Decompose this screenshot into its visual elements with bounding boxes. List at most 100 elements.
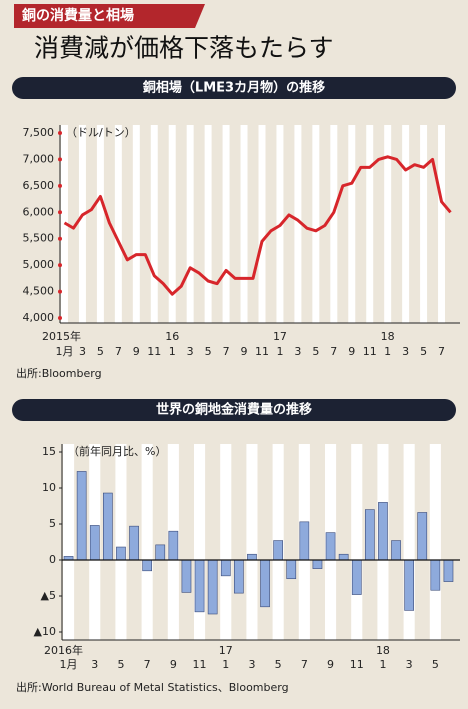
tick-mark bbox=[58, 236, 62, 241]
y-tick-label: 6,000 bbox=[23, 205, 55, 218]
stripe bbox=[132, 125, 140, 323]
section-title: 世界の銅地金消費量の推移 bbox=[156, 402, 312, 418]
year-label: 2016年 bbox=[44, 643, 83, 657]
stripe bbox=[258, 125, 266, 323]
stripe bbox=[429, 444, 441, 640]
x-tick-label: 7 bbox=[438, 345, 445, 358]
tick-mark bbox=[58, 289, 62, 294]
bar bbox=[260, 559, 270, 608]
x-tick-label: 5 bbox=[312, 345, 319, 358]
bar bbox=[391, 540, 401, 561]
x-tick-label: 5 bbox=[205, 345, 212, 358]
bar bbox=[103, 492, 113, 561]
stripe bbox=[220, 444, 232, 640]
bar bbox=[155, 544, 166, 561]
tick-mark bbox=[58, 210, 62, 215]
year-label: 18 bbox=[376, 644, 390, 657]
stripe bbox=[246, 444, 258, 640]
x-tick-label: 3 bbox=[294, 345, 301, 358]
bar bbox=[142, 559, 153, 572]
x-tick-label: 1 bbox=[379, 658, 386, 671]
tick-mark bbox=[58, 263, 62, 268]
y-tick-label: ▲5 bbox=[41, 589, 56, 602]
tick-mark bbox=[58, 131, 62, 135]
bar bbox=[286, 559, 297, 580]
y-tick-label: 4,000 bbox=[23, 311, 55, 324]
y-tick-label: 5,500 bbox=[23, 232, 55, 245]
x-tick-label: 7 bbox=[330, 345, 337, 358]
y-tick-label: 7,000 bbox=[23, 152, 55, 165]
x-tick-label: 7 bbox=[223, 345, 230, 358]
stripe bbox=[150, 125, 158, 323]
x-tick-label: 9 bbox=[327, 658, 334, 671]
x-tick-label: 9 bbox=[241, 345, 248, 358]
x-tick-label: 5 bbox=[97, 345, 104, 358]
stripe bbox=[312, 125, 320, 323]
x-tick-label: 1月 bbox=[60, 658, 78, 671]
stripe bbox=[348, 125, 356, 323]
stripe bbox=[168, 125, 176, 323]
x-tick-label: 1月 bbox=[55, 345, 73, 358]
x-tick-label: 3 bbox=[187, 345, 194, 358]
tick-mark bbox=[58, 316, 62, 320]
tag-box bbox=[14, 4, 205, 28]
stripe bbox=[240, 125, 248, 323]
x-tick-label: 11 bbox=[147, 345, 161, 358]
bar bbox=[430, 559, 441, 591]
x-tick-label: 3 bbox=[79, 345, 86, 358]
bar bbox=[129, 525, 139, 561]
bar bbox=[194, 559, 205, 613]
y-tick-label: 0 bbox=[49, 553, 56, 566]
bar bbox=[404, 559, 415, 611]
bar bbox=[273, 540, 284, 561]
x-tick-label: 5 bbox=[420, 345, 427, 358]
section-title: 銅相場（LME3カ月物）の推移 bbox=[143, 80, 325, 96]
bar bbox=[220, 559, 231, 577]
tick-mark bbox=[58, 157, 62, 162]
stripe bbox=[294, 125, 302, 323]
source: 出所:World Bureau of Metal Statistics、Bloo… bbox=[16, 680, 289, 694]
y-unit: （ドル/トン） bbox=[66, 126, 136, 139]
price-line bbox=[63, 155, 452, 296]
stripe bbox=[186, 125, 194, 323]
section-bar bbox=[12, 399, 456, 421]
bar bbox=[443, 559, 454, 582]
stripe bbox=[204, 125, 212, 323]
x-tick-label: 1 bbox=[384, 345, 391, 358]
stripe bbox=[351, 444, 363, 640]
stripe bbox=[115, 444, 127, 640]
x-tick-label: 11 bbox=[193, 658, 207, 671]
x-tick-label: 11 bbox=[350, 658, 364, 671]
year-label: 2015年 bbox=[42, 329, 81, 343]
x-tick-label: 5 bbox=[275, 658, 282, 671]
year-label: 18 bbox=[381, 330, 395, 343]
x-tick-label: 9 bbox=[133, 345, 140, 358]
x-tick-label: 3 bbox=[91, 658, 98, 671]
y-tick-label: 6,500 bbox=[23, 179, 55, 192]
x-tick-label: 3 bbox=[402, 345, 409, 358]
stripe bbox=[96, 125, 104, 323]
bar bbox=[168, 530, 179, 561]
x-tick-label: 7 bbox=[115, 345, 122, 358]
bar bbox=[247, 553, 257, 561]
stripe bbox=[78, 125, 86, 323]
stripe bbox=[438, 125, 446, 323]
x-tick-label: 7 bbox=[144, 658, 151, 671]
bar bbox=[378, 502, 388, 561]
tick-mark bbox=[58, 183, 62, 188]
bar bbox=[312, 559, 323, 569]
y-tick-label: 5 bbox=[49, 517, 56, 530]
stripe bbox=[420, 125, 428, 323]
stripe bbox=[114, 125, 122, 323]
bar bbox=[299, 521, 310, 561]
bar bbox=[338, 553, 349, 561]
bar bbox=[76, 471, 87, 561]
x-tick-label: 1 bbox=[276, 345, 283, 358]
tag: 銅の消費量と相場 bbox=[22, 7, 134, 24]
year-label: 17 bbox=[219, 644, 233, 657]
x-tick-label: 5 bbox=[432, 658, 439, 671]
bar bbox=[351, 559, 362, 595]
bar bbox=[116, 546, 126, 561]
x-tick-label: 7 bbox=[301, 658, 308, 671]
